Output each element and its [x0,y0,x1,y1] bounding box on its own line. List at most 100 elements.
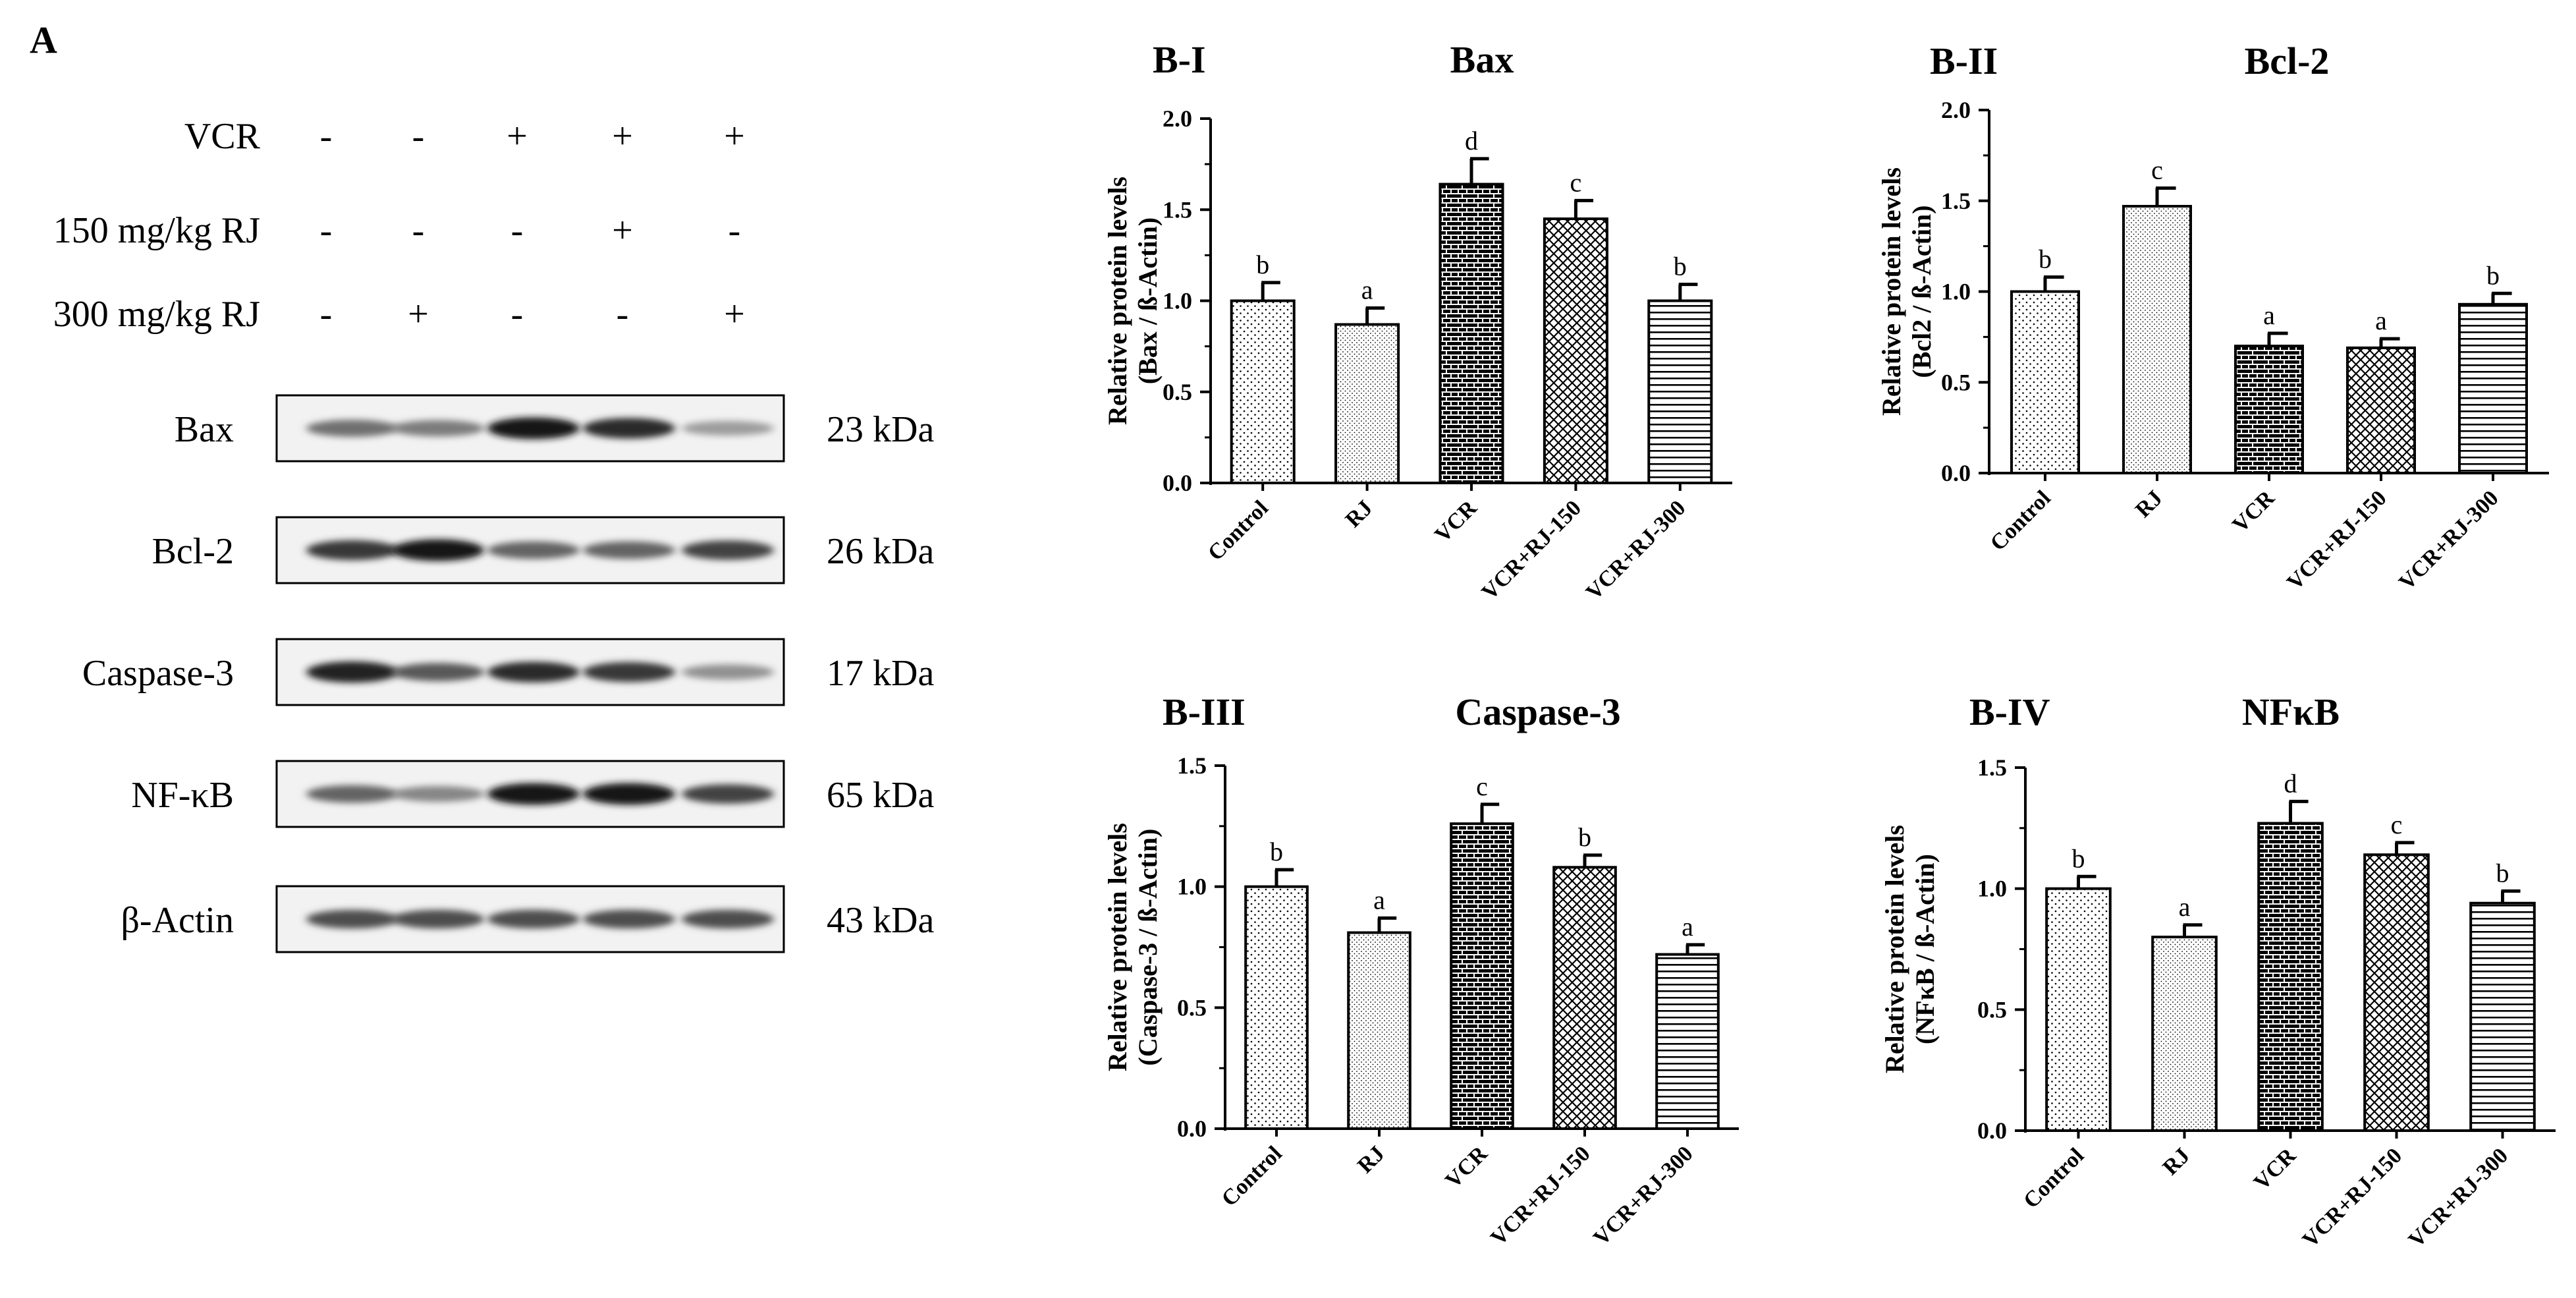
x-tick-label: RJ [2131,486,2168,522]
x-tick-label: VCR [2228,486,2280,538]
treatment-mark: - [320,210,333,251]
y-tick-label: 0.0 [1163,470,1192,496]
bar [1244,885,1309,1130]
y-axis-title: Relative protein levels(Caspase-3 / ß-Ac… [1103,823,1163,1071]
blot-kda-label: 43 kDa [827,900,934,941]
blot-band [583,418,675,439]
panel-a-western-blot: VCR - - + + +150 mg/kg RJ - - - + - 300 mg/kg RJ - + -… [53,116,934,953]
blot-band [682,784,774,804]
bar [1439,183,1504,484]
x-tick-label: VCR [1440,1141,1493,1193]
blot-band [583,541,675,559]
chart-title: Caspase-3 [1455,691,1620,733]
y-tick-label: 0.5 [1163,379,1192,405]
significance-letter: b [2072,843,2085,873]
x-tick-label: RJ [1341,495,1378,532]
treatment-mark: - [728,210,741,251]
treatment-mark: + [408,294,429,335]
blot-band [682,664,774,680]
blot-band [682,909,774,929]
blot-protein-label: Bax [175,409,234,450]
x-tick-label: VCR+RJ-150 [2298,1143,2407,1252]
bar [2257,822,2324,1133]
y-tick-label: 0.5 [1941,369,1971,395]
significance-letter: a [1361,275,1373,305]
chart-panel-tag: B-IV [1969,691,2050,733]
blot-band [487,662,580,683]
bar [2234,345,2304,475]
blot-band [583,909,675,929]
bar [1647,299,1713,484]
significance-letter: b [2496,858,2509,888]
bar [2045,887,2112,1132]
bar [1655,953,1720,1131]
treatment-mark: - [511,210,524,251]
x-tick-label: Control [2019,1143,2089,1213]
x-tick-label: Control [1217,1141,1287,1211]
treatment-mark: - [320,294,333,335]
significance-letter: c [1570,167,1582,197]
blot-band [306,661,398,683]
chart-caspase3: B-III Caspase-3 0.0 0.5 1.0 1.5 Relative prote… [1103,691,1739,1251]
y-tick-label: 1.0 [1941,279,1971,305]
chart-nfkb: B-IV NFκB 0.0 0.5 1.0 1.5 Relative protein lev… [1880,691,2556,1253]
x-tick-label: VCR+RJ-300 [1581,495,1690,604]
y-tick-label: 1.5 [1941,188,1971,214]
significance-letter: b [1270,837,1283,866]
treatment-mark: - [412,116,425,157]
bar [2469,901,2536,1132]
significance-letter: a [2375,306,2387,335]
blot-band [392,785,484,803]
treatment-mark: - [320,116,333,157]
bar [2346,346,2416,475]
x-tick-label: RJ [2158,1143,2195,1180]
blot-band [306,420,398,437]
bar [1334,323,1400,484]
y-tick-label: 1.5 [1177,752,1207,779]
blot-kda-label: 26 kDa [827,531,934,572]
x-tick-label: VCR [1430,495,1482,548]
y-tick-label: 1.5 [1977,754,2007,781]
blot-band [487,417,580,439]
bar [2010,290,2080,474]
significance-letter: a [2263,300,2275,330]
blot-band [306,540,398,561]
y-tick-label: 1.5 [1163,196,1192,223]
chart-title: NFκB [2242,691,2340,733]
bar [2151,936,2218,1132]
significance-letter: c [2391,810,2403,839]
x-tick-label: VCR+RJ-300 [2404,1143,2513,1252]
significance-letter: d [1465,126,1478,155]
y-axis-title: Relative protein levels(NFκB / ß-Actin) [1880,825,1940,1073]
treatment-mark: - [617,294,629,335]
y-tick-label: 1.0 [1977,876,2007,902]
treatment-mark: + [612,210,633,251]
blot-band [392,663,484,681]
blot-band [682,540,774,560]
significance-letter: a [2179,892,2191,922]
x-tick-label: VCR+RJ-150 [1486,1141,1595,1250]
x-tick-label: VCR+RJ-150 [1477,495,1586,604]
blot-kda-label: 17 kDa [827,653,934,694]
bar [1543,217,1608,484]
blot-protein-label: Caspase-3 [82,653,234,694]
bar [1230,299,1296,484]
blot-band [392,420,484,437]
blot-band [487,541,580,559]
bar [2122,205,2192,474]
treatment-mark: + [724,116,745,157]
blot-kda-label: 65 kDa [827,775,934,816]
x-tick-label: VCR+RJ-150 [2282,486,2391,594]
blot-protein-label: NF-κB [131,775,234,816]
blot-band [392,539,484,561]
chart-panel-tag: B-II [1930,40,1998,82]
blot-band [583,662,675,683]
significance-letter: c [1476,772,1488,801]
y-tick-label: 0.5 [1177,994,1207,1021]
blot-band [306,785,398,803]
blot-band [306,909,398,929]
y-axis-title: Relative protein levels(Bax / ß-Actin) [1103,177,1163,425]
bar [2458,302,2528,474]
panel-a-label: A [30,18,57,61]
